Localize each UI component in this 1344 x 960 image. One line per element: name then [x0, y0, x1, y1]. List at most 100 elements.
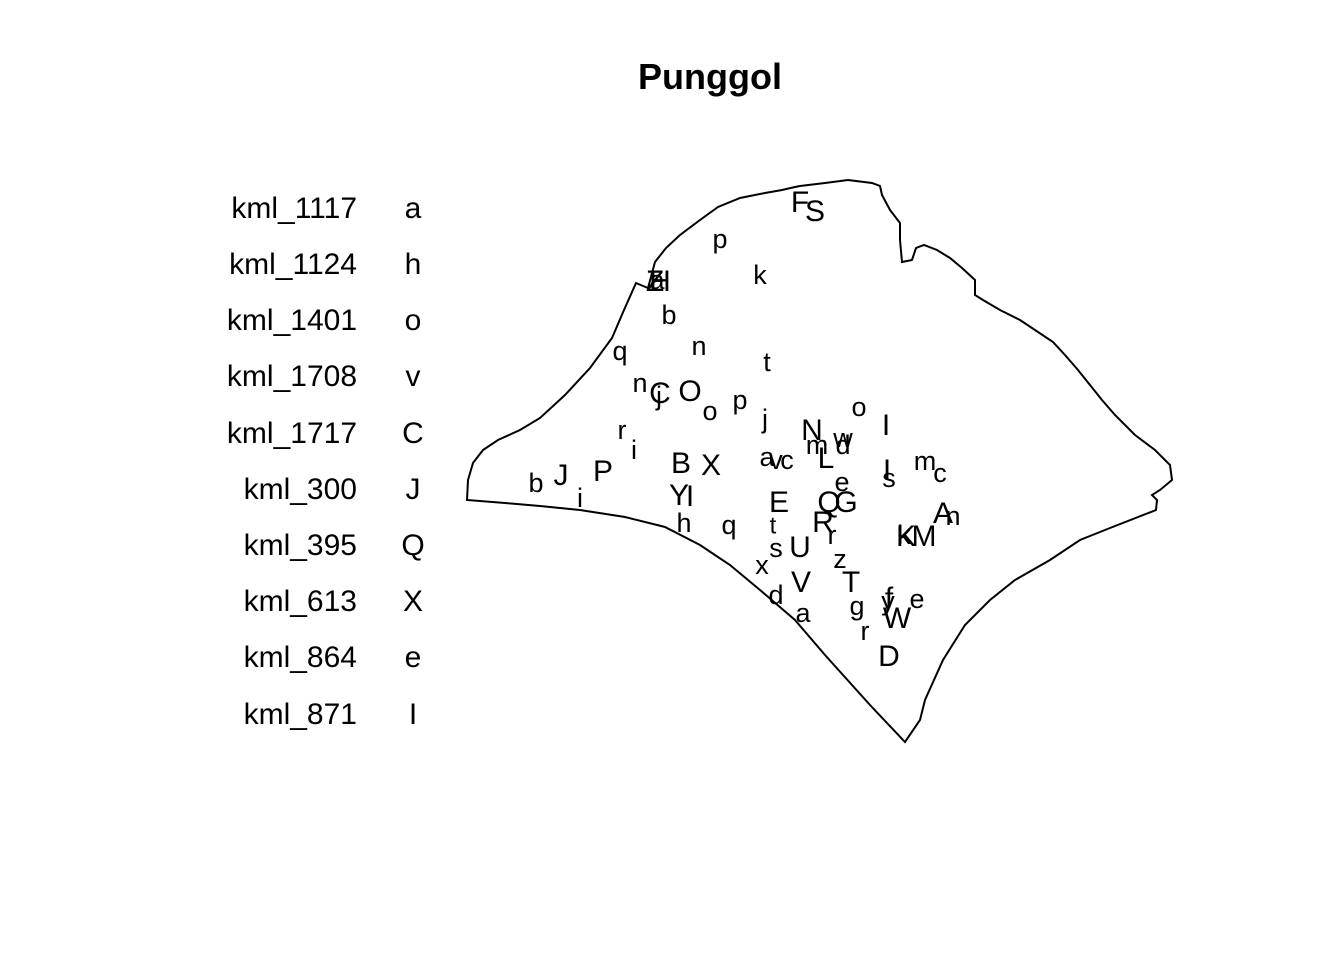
legend-name: kml_300 [243, 473, 357, 506]
map-point-label: r [861, 616, 870, 646]
map-point-label: f [885, 582, 894, 615]
map-point-label: m [806, 430, 829, 460]
legend-name: kml_871 [243, 698, 357, 731]
legend-code: Q [401, 529, 425, 562]
map-point-label: C [649, 377, 671, 410]
map-point-label: e [834, 467, 849, 497]
map-point-label: q [612, 336, 627, 366]
map-point-label: o [702, 396, 717, 426]
legend-code: X [402, 585, 424, 618]
map-point-label: d [768, 580, 783, 610]
map-point-label: p [712, 224, 727, 254]
legend-name: kml_1717 [226, 417, 357, 450]
map-point-label: U [789, 531, 811, 564]
map-point-label: D [878, 640, 900, 673]
map-point-label: d [835, 430, 850, 460]
map-point-label: n [691, 331, 706, 361]
map-point-label: J [554, 459, 569, 492]
map-point-label: z [833, 544, 847, 574]
map-point-label: Y [669, 479, 689, 512]
map-point-label: T [842, 566, 860, 599]
map-point-label: r [828, 520, 837, 550]
map-point-label: S [805, 195, 825, 228]
map-point-label: L [818, 442, 835, 475]
map-point-label: E [769, 486, 789, 519]
map-point-label: k [753, 260, 767, 290]
map-point-label: R [812, 506, 834, 539]
legend-row: kml_1717 C [0, 414, 460, 454]
map-point-label: n [945, 501, 960, 531]
map-point-label: b [661, 300, 676, 330]
map-point-label: M [912, 520, 937, 553]
map-point-label: H [649, 265, 671, 298]
map-point-label: t [763, 347, 771, 377]
legend-code: a [404, 192, 422, 225]
legend-code: J [405, 473, 421, 506]
map-point-label: I [883, 454, 891, 487]
map-point-label: I [882, 409, 890, 442]
map-title: Punggol [638, 56, 782, 97]
legend-row: kml_1124 h [0, 245, 460, 285]
map-point-label: a [795, 598, 811, 628]
map-point-label: K [896, 520, 916, 553]
map-point-label: X [701, 449, 721, 482]
map-point-label: a [649, 265, 665, 295]
legend-name: kml_395 [243, 529, 357, 562]
map-point-label: Q [817, 486, 840, 519]
map-point-label: m [914, 446, 937, 476]
legend: kml_1117 a kml_1124 h kml_1401 o kml_1708 v kml_… [0, 0, 460, 760]
map-point-label: x [755, 550, 769, 580]
legend-name: kml_1401 [226, 304, 357, 337]
map-point-label: h [676, 508, 691, 538]
punggol-boundary [465, 178, 1174, 744]
map-point-label: A [933, 497, 953, 530]
legend-row: kml_395 Q [0, 526, 460, 566]
legend-name: kml_1117 [231, 192, 357, 225]
map-point-label: o [851, 392, 866, 422]
map-point-label: g [849, 591, 864, 621]
legend-code: h [404, 248, 422, 281]
map-point-label: V [791, 566, 811, 599]
legend-row: kml_1117 a [0, 189, 460, 229]
legend-name: kml_1124 [229, 248, 357, 281]
map-point-label: W [883, 602, 912, 635]
map-point-label: s [882, 463, 896, 493]
legend-code: I [408, 698, 418, 731]
legend-row: kml_1708 v [0, 357, 460, 397]
map-point-label: k [897, 520, 911, 550]
map-point-label: I [686, 480, 694, 513]
map-point-label: w [832, 423, 853, 453]
map-point-label: a [759, 442, 775, 472]
map-point-label: i [577, 483, 583, 513]
legend-row: kml_1401 o [0, 301, 460, 341]
map-point-label: y [881, 586, 895, 616]
legend-row: kml_300 J [0, 470, 460, 510]
map-point-label: c [933, 458, 947, 488]
map-point-label: j [761, 404, 768, 434]
legend-code: o [404, 304, 422, 337]
map-point-label: e [909, 584, 924, 614]
map-point-label: r [618, 415, 627, 445]
map-point-label: i [631, 435, 637, 465]
map-point-label: q [721, 510, 736, 540]
legend-row: kml_613 X [0, 582, 460, 622]
map-point-label: N [801, 414, 823, 447]
map-point-label: F [791, 186, 809, 219]
legend-name: kml_864 [243, 641, 357, 674]
map-point-label: p [732, 385, 747, 415]
map-point-label: b [528, 468, 543, 498]
map-point-label: n [632, 368, 647, 398]
legend-row: kml_871 I [0, 695, 460, 735]
legend-code: v [405, 360, 421, 393]
legend-row: kml_864 e [0, 638, 460, 678]
map-point-label: O [678, 375, 701, 408]
map-point-label: c [780, 445, 794, 475]
map-point-label: P [593, 455, 613, 488]
map-point-label: Z [646, 265, 664, 298]
legend-code: C [402, 417, 424, 450]
map-point-label: j [655, 381, 662, 411]
map-point-label: v [769, 445, 783, 475]
map-point-label: s [769, 533, 783, 563]
